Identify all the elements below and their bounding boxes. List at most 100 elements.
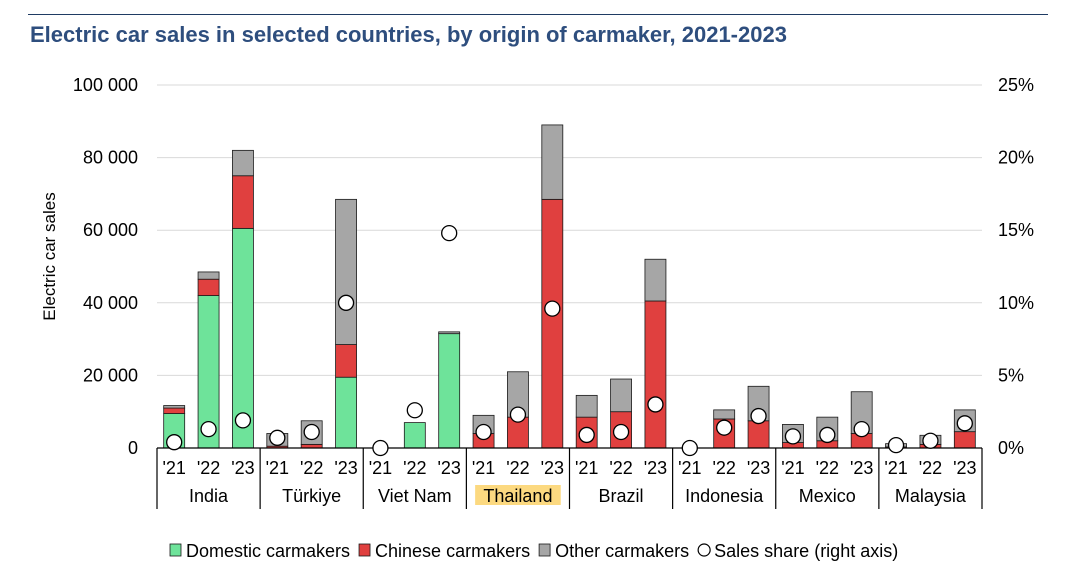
year-tick-label: '23	[231, 458, 254, 478]
year-tick-label: '21	[781, 458, 804, 478]
year-tick-label: '22	[300, 458, 323, 478]
y-tick-label: 100 000	[73, 75, 138, 95]
bars	[163, 124, 976, 449]
y-axis-label: Electric car sales	[40, 192, 59, 320]
sales-share-marker	[784, 428, 802, 445]
bar-segment	[438, 333, 461, 449]
sales-share-marker	[337, 294, 355, 311]
y-tick-label: 40 000	[83, 293, 138, 313]
year-tick-label: '22	[712, 458, 735, 478]
y2-tick-label: 15%	[998, 220, 1034, 240]
bar-segment	[541, 198, 564, 449]
sales-share-marker	[509, 406, 527, 423]
bar-segment	[197, 271, 220, 280]
sales-share-marker	[475, 423, 492, 441]
year-tick-label: '21	[575, 458, 598, 478]
sales-share-marker	[578, 426, 595, 444]
year-tick-label: '21	[678, 458, 701, 478]
legend-swatch	[358, 543, 371, 557]
bar-segment	[197, 278, 220, 296]
y2-tick-label: 20%	[998, 148, 1034, 168]
legend-swatch	[538, 543, 551, 557]
bar-segment	[335, 376, 357, 449]
sales-share-marker	[681, 439, 698, 457]
bar-segment	[403, 422, 426, 449]
legend-label: Sales share (right axis)	[714, 541, 898, 561]
year-tick-label: '22	[919, 458, 942, 478]
group-label: India	[189, 486, 229, 506]
year-tick-label: '23	[850, 458, 873, 478]
group-label: Thailand	[483, 486, 552, 506]
y2-tick-label: 5%	[998, 365, 1024, 385]
bar-segment	[575, 394, 598, 418]
legend-label: Chinese carmakers	[375, 541, 530, 561]
group-label: Türkiye	[282, 486, 341, 506]
group-label: Malaysia	[895, 486, 967, 506]
y-tick-label: 0	[128, 438, 138, 458]
year-tick-label: '21	[369, 458, 392, 478]
bar-segment	[335, 344, 357, 378]
legend-swatch-circle	[697, 543, 711, 557]
bar-segment	[644, 300, 667, 449]
year-tick-label: '22	[816, 458, 839, 478]
sales-share-marker	[441, 224, 458, 242]
sales-share-marker	[303, 423, 320, 441]
sales-share-marker	[647, 396, 664, 413]
year-tick-label: '21	[884, 458, 907, 478]
sales-share-marker	[887, 436, 905, 454]
sales-share-marker	[612, 423, 630, 441]
year-tick-label: '23	[747, 458, 770, 478]
legend-label: Domestic carmakers	[186, 541, 350, 561]
bar-segment	[644, 258, 667, 302]
bar-segment	[747, 420, 770, 449]
y-tick-label: 20 000	[83, 365, 138, 385]
bar-segment	[335, 198, 357, 345]
sales-share-marker	[372, 439, 389, 457]
bar-segment	[163, 407, 186, 414]
year-tick-label: '23	[644, 458, 667, 478]
sales-share-markers	[166, 224, 973, 457]
sales-share-marker	[853, 420, 870, 438]
top-rule	[28, 14, 1048, 15]
group-label: Brazil	[599, 486, 644, 506]
group-label-highlight	[475, 485, 561, 505]
chart-title: Electric car sales in selected countries…	[30, 22, 787, 47]
sales-share-marker	[166, 434, 183, 451]
year-tick-label: '23	[334, 458, 357, 478]
sales-share-marker	[406, 402, 423, 419]
legend-label: Other carmakers	[555, 541, 689, 561]
bar-segment	[713, 409, 736, 420]
year-tick-label: '22	[403, 458, 426, 478]
bar-segment	[610, 378, 632, 413]
y2-tick-label: 0%	[998, 438, 1024, 458]
sales-share-marker	[956, 415, 973, 432]
gridlines	[157, 84, 982, 376]
group-label: Mexico	[799, 486, 856, 506]
year-tick-label: '23	[541, 458, 564, 478]
year-tick-label: '22	[609, 458, 632, 478]
year-tick-label: '23	[953, 458, 976, 478]
year-tick-label: '22	[506, 458, 529, 478]
sales-share-marker	[544, 300, 561, 317]
bar-segment	[232, 175, 254, 229]
y-tick-label: 80 000	[83, 148, 138, 168]
legend: Domestic carmakers Chinese carmakers Other…	[169, 541, 898, 561]
sales-share-marker	[922, 432, 939, 449]
sales-share-marker	[819, 426, 836, 444]
axes: 0 20 000 40 000 60 000 80 000 100 000 0% 5% 10% 1…	[40, 75, 1034, 509]
group-label: Viet Nam	[378, 486, 452, 506]
bar-segment	[232, 149, 254, 177]
year-tick-label: '23	[437, 458, 460, 478]
year-tick-label: '21	[162, 458, 185, 478]
legend-swatch	[169, 543, 182, 557]
sales-share-marker	[200, 420, 217, 438]
bar-segment	[438, 331, 461, 335]
y2-tick-label: 10%	[998, 293, 1034, 313]
sales-share-marker	[269, 429, 286, 446]
bar-segment	[163, 405, 186, 409]
sales-share-marker	[716, 419, 733, 436]
group-label: Indonesia	[685, 486, 764, 506]
year-tick-label: '21	[266, 458, 289, 478]
y-tick-label: 60 000	[83, 220, 138, 240]
bar-segment	[541, 124, 564, 200]
